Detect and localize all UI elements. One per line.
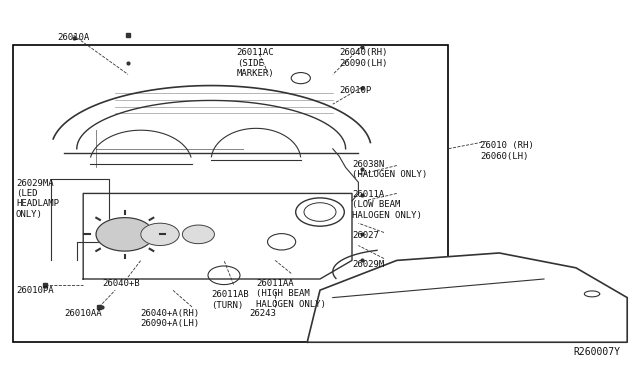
Text: 26243: 26243 [250, 309, 276, 318]
Text: 26029MA
(LED
HEADLAMP
ONLY): 26029MA (LED HEADLAMP ONLY) [16, 179, 59, 219]
Bar [13, 45, 448, 342]
Text: 26040+A(RH)
26090+A(LH): 26040+A(RH) 26090+A(LH) [141, 309, 200, 328]
Text: 26011AC
(SIDE
MARKER): 26011AC (SIDE MARKER) [237, 48, 275, 78]
Text: 26010 (RH)
26060(LH): 26010 (RH) 26060(LH) [480, 141, 534, 161]
Text: 26040(RH)
26090(LH): 26040(RH) 26090(LH) [339, 48, 388, 68]
Polygon shape [307, 253, 627, 342]
Text: 26011AB
(TURN): 26011AB (TURN) [211, 290, 249, 310]
Text: 26010AA: 26010AA [64, 309, 102, 318]
Text: 26011A
(LOW BEAM
HALOGEN ONLY): 26011A (LOW BEAM HALOGEN ONLY) [352, 190, 422, 219]
Text: 26010P: 26010P [339, 86, 371, 94]
Text: 26027: 26027 [352, 231, 379, 240]
Polygon shape [96, 218, 154, 251]
Text: 26010PA: 26010PA [16, 286, 54, 295]
Circle shape [141, 223, 179, 246]
Text: 26010A: 26010A [58, 33, 90, 42]
Circle shape [182, 225, 214, 244]
Text: 26040+B: 26040+B [102, 279, 140, 288]
Text: 26011AA
(HIGH BEAM
HALOGEN ONLY): 26011AA (HIGH BEAM HALOGEN ONLY) [256, 279, 326, 309]
Text: R260007Y: R260007Y [574, 347, 621, 357]
Text: 26038N
(HALOGEN ONLY): 26038N (HALOGEN ONLY) [352, 160, 428, 179]
Text: 26029M: 26029M [352, 260, 384, 269]
